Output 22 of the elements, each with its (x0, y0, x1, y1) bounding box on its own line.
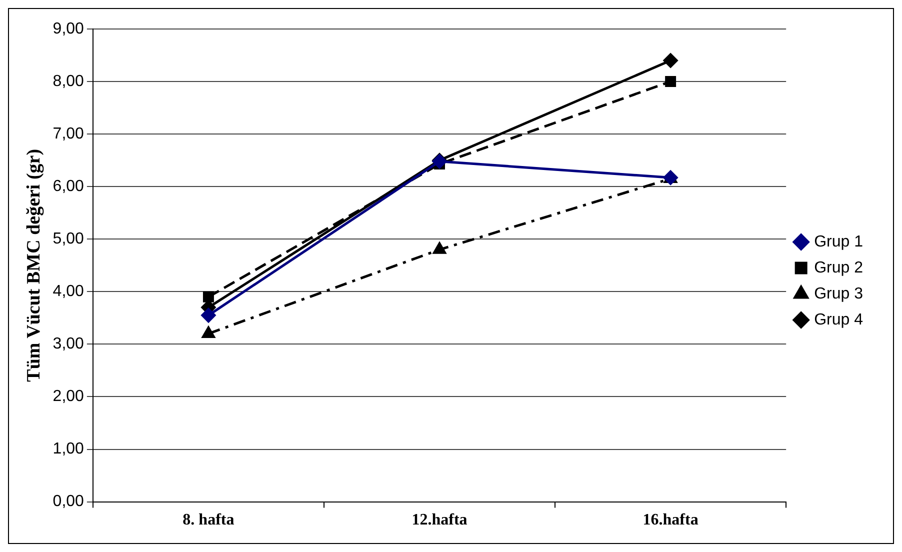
y-tick-label: 6,00 (52, 178, 84, 196)
y-axis-title: Tüm Vücut BMC değeri (gr) (23, 148, 44, 382)
y-tick-label: 3,00 (52, 336, 84, 353)
y-tick-label: 9,00 (52, 20, 84, 38)
y-tick-label: 1,00 (52, 440, 84, 458)
legend-label: Grup 4 (814, 311, 864, 328)
point (201, 308, 216, 323)
point (663, 53, 678, 68)
y-tick-label: 4,00 (52, 283, 84, 300)
y-tick-label: 8,00 (52, 72, 84, 90)
legend-label: Grup 2 (814, 259, 864, 276)
legend-label: Grup 3 (814, 285, 864, 302)
x-tick-label: 8. hafta (182, 512, 234, 529)
y-tick-label: 2,00 (52, 388, 84, 406)
legend-label: Grup 1 (814, 233, 864, 250)
point (202, 291, 214, 302)
y-tick-label: 7,00 (52, 125, 84, 142)
point (665, 76, 676, 88)
y-tick-label: 0,00 (52, 493, 84, 510)
x-tick-label: 16.hafta (642, 512, 698, 529)
y-tick-label: 5,00 (52, 230, 84, 248)
x-tick-label: 12.hafta (412, 512, 468, 529)
